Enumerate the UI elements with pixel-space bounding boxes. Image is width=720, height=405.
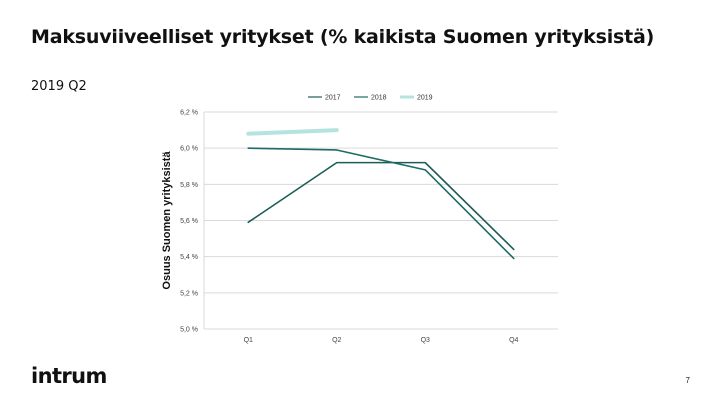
x-tick-label: Q3: [421, 337, 430, 344]
series-line-2017: [247, 161, 515, 251]
series-line-2018: [247, 147, 515, 260]
page-number: 7: [685, 376, 690, 385]
x-tick-label: Q4: [509, 337, 518, 344]
y-axis-title: Osuus Suomen yrityksistä: [161, 151, 173, 290]
series-line-2019: [246, 128, 339, 136]
intrum-logo: intrum: [31, 364, 107, 388]
y-tick-label: 5,8 %: [180, 182, 198, 189]
legend-label-2019: 2019: [417, 95, 433, 102]
legend-label-2018: 2018: [371, 95, 387, 102]
y-tick-label: 5,4 %: [180, 254, 198, 261]
x-tick-label: Q1: [244, 337, 253, 344]
y-tick-label: 5,6 %: [180, 218, 198, 225]
legend-label-2017: 2017: [325, 95, 341, 102]
y-tick-label: 6,2 %: [180, 110, 198, 117]
y-tick-label: 6,0 %: [180, 146, 198, 153]
page-title: Maksuviiveelliset yritykset (% kaikista …: [31, 26, 655, 48]
period-subtitle: 2019 Q2: [31, 79, 87, 94]
y-tick-label: 5,0 %: [180, 327, 198, 334]
y-tick-label: 5,2 %: [180, 290, 198, 297]
x-tick-label: Q2: [332, 337, 341, 344]
